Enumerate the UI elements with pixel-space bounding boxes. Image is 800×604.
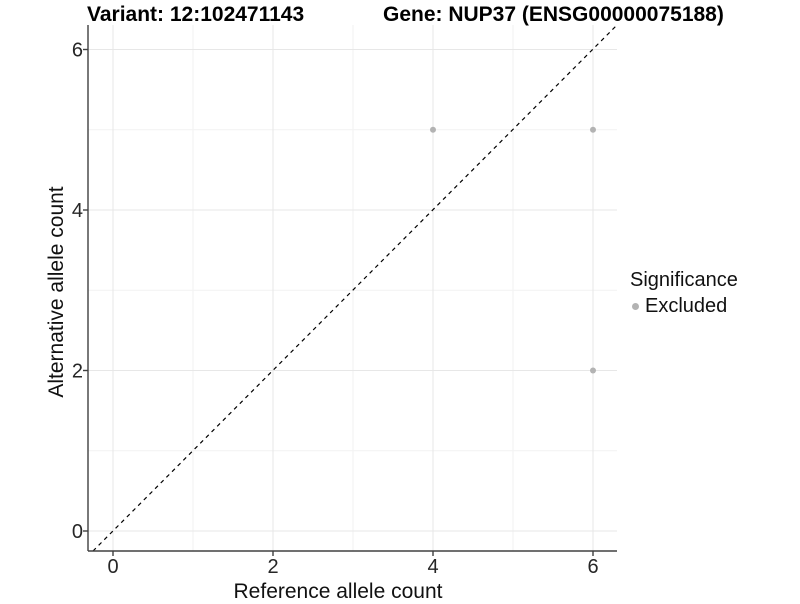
gene-title: Gene: NUP37 (ENSG00000075188)	[383, 3, 724, 26]
legend-item-label: Excluded	[645, 295, 728, 317]
x-axis-title: Reference allele count	[233, 580, 443, 603]
legend-point-icon	[632, 302, 639, 310]
y-tick-label: 2	[72, 361, 83, 383]
variant-title: Variant: 12:102471143	[87, 3, 305, 26]
legend: Significance Excluded	[630, 268, 738, 318]
y-tick-label: 0	[72, 521, 83, 543]
y-axis-title: Alternative allele count	[45, 186, 68, 398]
x-tick-label: 4	[427, 556, 438, 578]
data-point	[590, 367, 596, 374]
x-tick-label: 0	[107, 556, 118, 578]
legend-item-excluded: Excluded	[632, 294, 738, 318]
data-point	[430, 126, 436, 133]
x-tick-label: 6	[587, 556, 598, 578]
identity-line	[92, 24, 618, 552]
legend-title: Significance	[630, 269, 738, 291]
y-tick-label: 6	[72, 40, 83, 62]
x-tick-label: 2	[267, 556, 278, 578]
data-point	[590, 126, 596, 133]
y-tick-label: 4	[72, 200, 83, 222]
